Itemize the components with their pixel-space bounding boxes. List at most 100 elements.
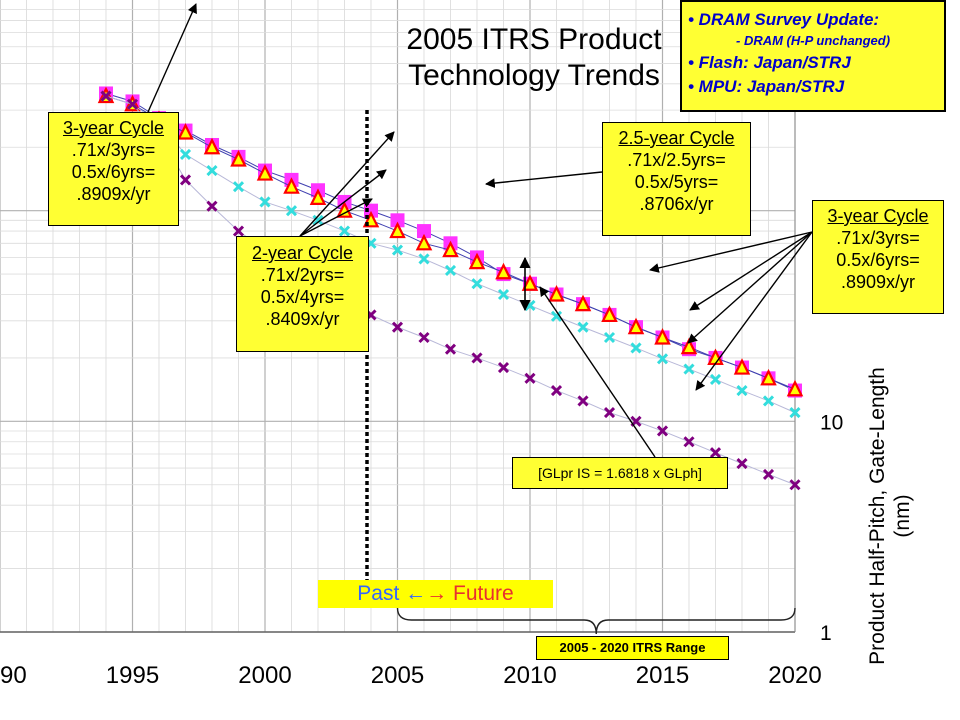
data-point-x	[391, 321, 404, 333]
title-line-2: Technology Trends	[408, 59, 660, 92]
ratio-note: [GLpr IS = 1.6818 x GLph]	[512, 457, 728, 489]
title-line-1: 2005 ITRS Product	[406, 23, 662, 56]
data-point-triangle	[309, 188, 327, 205]
data-point-x	[524, 372, 536, 384]
y-axis-label-line-1: Product Half-Pitch, Gate-Length	[866, 367, 889, 665]
data-point-x	[683, 363, 695, 375]
data-point-square	[417, 224, 431, 239]
data-point-x	[762, 468, 775, 480]
cycle3-left-arrow	[147, 3, 197, 113]
data-point-x	[550, 310, 563, 322]
data-point-triangle	[733, 358, 751, 375]
data-point-triangle	[203, 137, 221, 155]
data-point-triangle	[256, 164, 274, 181]
data-point-triangle	[601, 305, 618, 323]
range-brace	[396, 607, 796, 635]
data-point-x	[100, 90, 112, 102]
survey-line-4: • MPU: Japan/STRJ	[688, 77, 845, 96]
cycle3-right-heading: 3-year Cycle	[827, 206, 929, 226]
data-point-x	[577, 321, 589, 333]
x-tick-label: 2005	[371, 662, 424, 689]
data-point-triangle	[654, 328, 671, 345]
y-tick-label: 10	[820, 411, 843, 434]
cycle3-right-line-2: 0.5x/6yrs=	[836, 250, 920, 270]
data-point-triangle	[177, 123, 194, 140]
cycle3-left-line-3: .8909x/yr	[76, 184, 151, 204]
data-point-x	[126, 98, 139, 110]
data-point-x	[418, 253, 430, 265]
past-future-label: Past ←→ Future	[318, 580, 553, 608]
data-point-x	[497, 288, 510, 301]
data-point-triangle	[574, 294, 592, 312]
data-point-x	[709, 447, 722, 459]
data-point-triangle	[230, 150, 247, 167]
cycle3-right-arrow	[689, 231, 813, 311]
data-point-triangle	[442, 240, 459, 258]
x-tick-label: 2000	[238, 662, 291, 689]
cycle3-right-arrow	[649, 231, 813, 273]
data-point-x	[471, 352, 483, 364]
cycle3-right-line-1: .71x/3yrs=	[836, 228, 920, 248]
survey-update-box: • DRAM Survey Update: - DRAM (H-P unchan…	[680, 0, 946, 112]
data-point-triangle	[495, 262, 512, 280]
cycle2-line-3: .8409x/yr	[265, 309, 340, 329]
cycle3-right-arrow	[695, 231, 813, 391]
arrow-right-icon: →	[426, 582, 448, 605]
data-point-x	[312, 214, 324, 226]
chart-title: 2005 ITRS Product Technology Trends	[384, 22, 684, 94]
arrow-left-icon: ←	[405, 582, 427, 605]
data-point-x	[338, 225, 351, 237]
data-point-x	[577, 395, 589, 407]
cycle25-arrow	[485, 171, 603, 188]
x-tick-label: 2015	[636, 662, 689, 689]
itrs-range-label: 2005 - 2020 ITRS Range	[536, 636, 729, 660]
data-point-x	[418, 331, 430, 344]
data-point-x	[232, 181, 245, 193]
data-point-x	[206, 165, 218, 177]
cycle3-left-line-2: 0.5x/6yrs=	[71, 162, 156, 182]
callout-arrows	[147, 3, 813, 635]
cycle3-right-arrow	[687, 231, 813, 344]
data-point-x	[179, 148, 192, 160]
data-point-x	[762, 395, 775, 407]
data-point-x	[391, 244, 404, 256]
cycle2-line-2: 0.5x/4yrs=	[260, 287, 345, 307]
data-point-x	[656, 353, 669, 365]
cycle3-left-line-1: .71x/3yrs=	[71, 140, 156, 160]
past-label: Past	[357, 582, 400, 605]
ratio-arrow	[539, 286, 656, 458]
cycle2-arrow	[299, 198, 373, 237]
data-point-triangle	[760, 368, 777, 386]
cycle25-note: 2.5-year Cycle .71x/2.5yrs= 0.5x/5yrs= .…	[602, 122, 751, 236]
data-point-x	[259, 196, 271, 208]
cycle3-left-heading: 3-year Cycle	[62, 118, 165, 138]
cycle3-right-line-3: .8909x/yr	[840, 272, 916, 292]
data-point-x	[736, 384, 748, 397]
data-point-x	[179, 174, 192, 186]
data-point-x	[444, 343, 457, 355]
cycle3-right-note: 3-year Cycle .71x/3yrs= 0.5x/6yrs= .8909…	[812, 200, 944, 314]
data-point-x	[444, 264, 457, 277]
survey-line-3: • Flash: Japan/STRJ	[688, 53, 851, 72]
x-tick-label: 1995	[106, 662, 159, 689]
x-tick-label: 2020	[768, 662, 821, 689]
data-point-x	[206, 200, 218, 212]
data-point-x	[603, 407, 616, 419]
cycle2-heading: 2-year Cycle	[251, 243, 354, 263]
cycle25-heading: 2.5-year Cycle	[618, 128, 735, 148]
data-point-x	[709, 373, 722, 386]
data-point-triangle	[680, 337, 698, 355]
data-point-triangle	[336, 201, 353, 218]
y-axis-label: Product Half-Pitch, Gate-Length (nm)	[865, 351, 921, 681]
data-point-x	[232, 225, 245, 237]
data-point-x	[656, 425, 669, 437]
survey-line-2: - DRAM (H-P unchanged)	[736, 33, 891, 48]
data-point-x	[789, 407, 801, 419]
data-point-triangle	[627, 317, 645, 335]
y-tick-label: 1	[820, 622, 832, 645]
data-point-x	[683, 436, 695, 448]
data-point-triangle	[548, 285, 565, 302]
data-point-x	[789, 479, 801, 491]
y-axis-label-line-2: (nm)	[891, 494, 914, 538]
